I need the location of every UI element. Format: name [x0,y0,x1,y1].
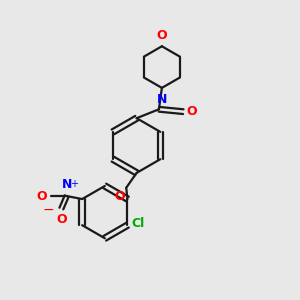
Text: Cl: Cl [132,217,145,230]
Text: O: O [187,105,197,118]
Text: O: O [37,190,47,202]
Text: O: O [157,29,167,42]
Text: N: N [61,178,72,191]
Text: +: + [70,178,78,189]
Text: O: O [56,213,67,226]
Text: N: N [157,93,167,106]
Text: O: O [114,190,125,203]
Text: −: − [43,202,54,217]
